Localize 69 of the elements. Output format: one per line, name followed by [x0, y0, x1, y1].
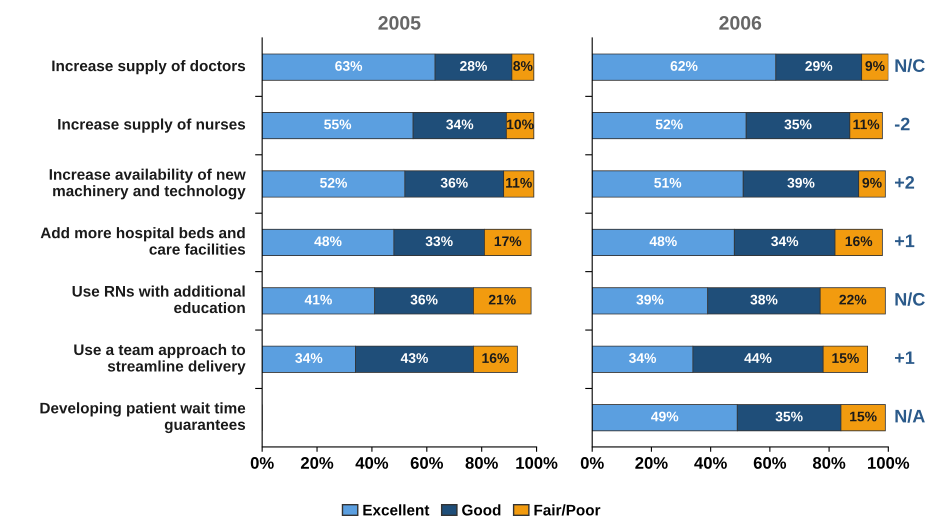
x-tick-label: 40% [355, 457, 388, 469]
data-label: 8% [513, 61, 533, 71]
data-label: 34% [628, 353, 656, 364]
text: +1 [894, 352, 914, 364]
data-label: 55% [324, 120, 352, 130]
x-tick-label: 20% [300, 457, 334, 469]
data-label: 22% [839, 294, 866, 305]
x-tick-label: 40% [694, 457, 727, 469]
data-label: 52% [656, 119, 683, 130]
y-tick-label: Increase supply of nurses [58, 118, 246, 133]
text: N/A [895, 409, 925, 423]
text: +1 [894, 234, 914, 248]
x-tick-label: 80% [466, 457, 498, 469]
x-tick-label: 60% [410, 457, 444, 469]
text: N/C [895, 58, 925, 72]
data-label: 38% [750, 294, 778, 305]
data-label: 62% [670, 61, 698, 71]
data-label: 16% [846, 236, 872, 246]
data-label: 9% [865, 61, 885, 71]
data-label: 34% [446, 119, 474, 130]
data-label: 49% [651, 412, 678, 422]
data-label: 35% [776, 412, 803, 422]
data-label: 44% [744, 353, 772, 363]
text: N/C [895, 292, 925, 306]
data-label: 28% [460, 61, 487, 71]
data-label: 16% [482, 353, 509, 363]
text: -2 [894, 118, 910, 130]
data-label: 39% [636, 294, 664, 305]
legend-label: Good [462, 504, 500, 516]
chart-title: 2006 [719, 16, 762, 30]
data-label: 21% [488, 294, 516, 305]
x-tick-label: 100% [516, 457, 558, 469]
x-tick-label: 0% [250, 457, 274, 469]
data-label: 36% [440, 178, 468, 188]
data-label: 41% [304, 294, 332, 305]
x-tick-label: 100% [868, 457, 910, 469]
x-tick-label: 80% [812, 457, 846, 469]
data-label: 39% [787, 178, 814, 188]
y-tick-label: Developing patient wait time guarantees [40, 402, 246, 434]
data-label: 11% [506, 178, 532, 188]
y-tick-label: Use RNs with additional education [72, 285, 245, 314]
y-tick-label: Increase supply of doctors [52, 60, 246, 74]
data-label: 17% [494, 236, 522, 246]
legend-label: Excellent [363, 504, 430, 516]
data-label: 43% [400, 353, 428, 364]
data-label: 15% [850, 412, 877, 422]
x-tick-label: 0% [580, 457, 604, 469]
y-tick-label: Use a team approach to streamline delivery [74, 344, 246, 375]
y-tick-label: Increase availability of new machinery and technology [50, 168, 246, 200]
data-label: 11% [853, 120, 880, 130]
x-tick-label: 20% [635, 457, 668, 469]
data-label: 15% [832, 353, 859, 363]
data-label: 48% [650, 236, 677, 246]
data-label: 9% [862, 178, 882, 188]
chart-title: 2005 [378, 16, 420, 30]
text: +2 [894, 176, 914, 189]
data-label: 34% [771, 236, 798, 246]
data-label: 48% [314, 236, 342, 246]
y-tick-label: Add more hospital beds and care facilities [40, 227, 246, 255]
data-label: 36% [410, 294, 438, 305]
data-label: 63% [335, 61, 362, 71]
data-label: 34% [295, 353, 322, 364]
data-label: 33% [426, 236, 453, 246]
data-label: 51% [654, 178, 682, 188]
data-label: 35% [784, 119, 812, 130]
data-label: 52% [320, 178, 348, 188]
x-tick-label: 60% [754, 457, 786, 469]
data-label: 29% [805, 61, 832, 71]
legend-label: Fair/Poor [534, 504, 600, 516]
